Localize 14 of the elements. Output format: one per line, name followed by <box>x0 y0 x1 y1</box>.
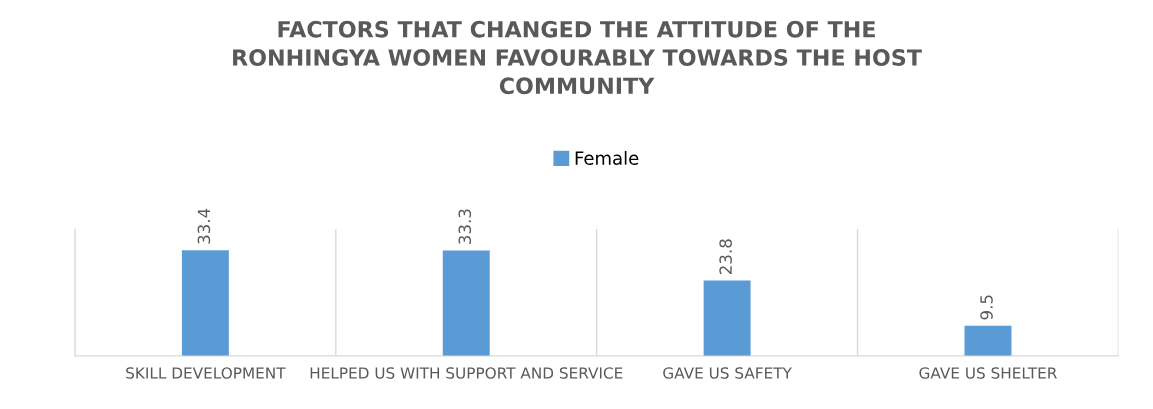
x-tick-label: GAVE US SHELTER <box>919 367 1057 379</box>
bar <box>442 250 490 356</box>
data-label: 33.4 <box>197 208 211 244</box>
bar <box>181 250 229 356</box>
data-label: 33.3 <box>458 209 472 244</box>
x-tick-label: SKILL DEVELOPMENT <box>126 367 286 379</box>
data-label: 23.8 <box>719 239 732 275</box>
bar <box>703 280 751 356</box>
chart-title: FACTORS THAT CHANGED THE ATTITUDE OF THE RONHINGYA WOMEN FAVOURABLY TOWARDS THE HOST COMMUNITY <box>233 20 922 95</box>
x-tick-label: HELPED US WITH SUPPORT AND SERVICE <box>310 367 623 379</box>
x-tick-label: GAVE US SAFETY <box>663 367 792 379</box>
legend-label: Female <box>575 150 639 165</box>
data-label: 9.5 <box>980 295 993 320</box>
bar <box>964 325 1012 356</box>
